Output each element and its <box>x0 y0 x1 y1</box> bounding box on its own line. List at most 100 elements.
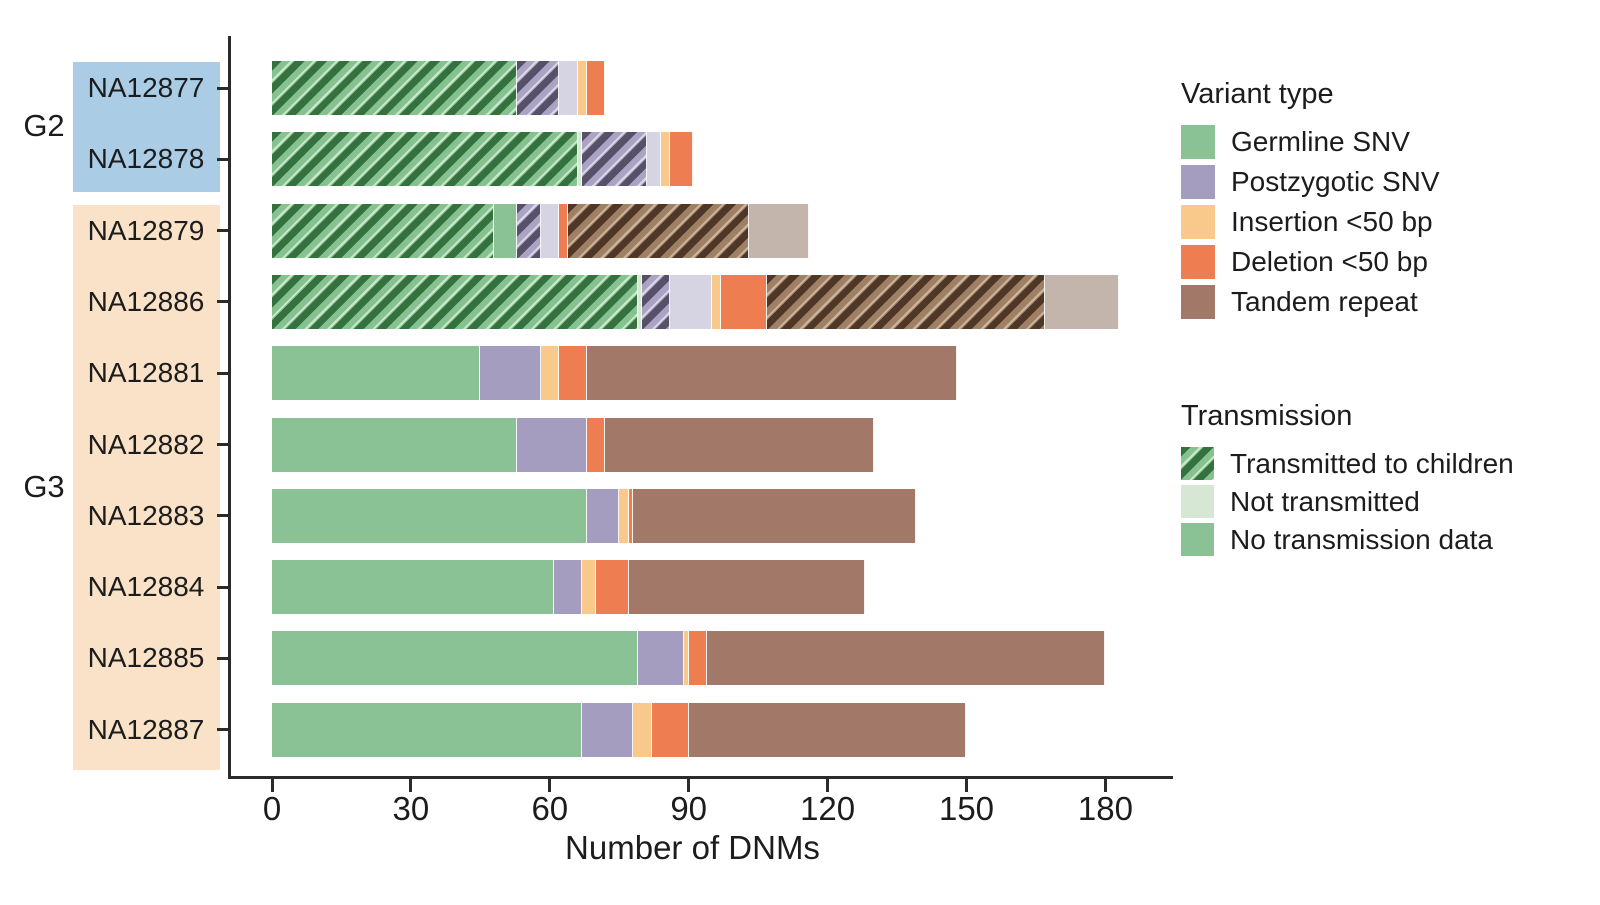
bar-segment-tandem <box>633 488 916 543</box>
legend-item: No transmission data <box>1181 523 1514 556</box>
bar-segment-tandem <box>688 702 967 757</box>
row-label: NA12877 <box>87 72 205 103</box>
legend-item: Germline SNV <box>1181 125 1440 159</box>
legend-swatch-tandem-nd <box>1181 285 1215 319</box>
bar-segment-postzygotic <box>647 132 661 187</box>
y-axis-tick <box>217 656 228 660</box>
row-label: NA12878 <box>87 143 205 175</box>
bar-segment-germline <box>637 274 643 329</box>
row-label: NA12884 <box>87 571 205 603</box>
bar-segment-deletion <box>628 488 634 543</box>
x-tick-label: 120 <box>800 790 856 827</box>
bar-segment-deletion <box>559 203 569 258</box>
legend-item-label: Germline SNV <box>1231 126 1410 157</box>
legend-item: Insertion <50 bp <box>1181 205 1440 239</box>
bar-segment-tandem <box>748 203 810 258</box>
bar-segment-tandem <box>767 274 1046 329</box>
x-tick-label: 60 <box>531 790 569 827</box>
bar-segment-germline <box>272 203 495 258</box>
bar-segment-tandem <box>586 346 958 401</box>
x-axis-tick <box>548 779 552 792</box>
bar-segment-insertion <box>582 560 597 615</box>
legend-swatch-germline-nd <box>1181 523 1214 556</box>
x-tick-label: 0 <box>262 790 282 827</box>
bar-segment-insertion <box>577 61 587 115</box>
x-axis-tick <box>1103 779 1107 792</box>
x-axis-tick <box>409 779 413 792</box>
bar-segment-tandem <box>568 203 749 258</box>
bar-segment-germline <box>494 203 518 258</box>
bar-segment-insertion <box>619 488 629 543</box>
row-label: NA12882 <box>87 428 205 460</box>
bar-segment-deletion <box>651 702 689 757</box>
row-label: NA12881 <box>87 357 205 389</box>
group-label-g2: G2 <box>23 108 65 143</box>
legend-variant-type: Variant type Germline SNV Postzygotic SNV… <box>1181 78 1440 325</box>
group-box-g3 <box>73 205 220 770</box>
row-label: NA12887 <box>87 713 205 745</box>
y-axis-tick <box>217 300 228 304</box>
y-axis-tick <box>217 157 228 161</box>
bar-segment-insertion <box>660 132 671 187</box>
x-tick-label: 90 <box>670 790 708 827</box>
x-tick-label: 150 <box>938 790 995 827</box>
bar-segment-germline <box>272 346 481 401</box>
group-label-g3: G3 <box>23 468 65 504</box>
x-axis-tick <box>270 779 274 792</box>
y-axis-tick <box>217 443 228 446</box>
legend-item-label: Insertion <50 bp <box>1231 206 1433 237</box>
x-axis-title: Number of DNMs <box>565 829 820 866</box>
legend-swatch-germline-t <box>1181 447 1214 480</box>
legend-item: Transmitted to children <box>1181 447 1514 480</box>
y-axis-tick <box>217 585 228 589</box>
bar-segment-insertion <box>540 346 560 401</box>
bar-segment-postzygotic <box>582 702 634 757</box>
legend-transmission: Transmission Transmitted to children Not … <box>1181 400 1514 561</box>
legend-transmission-items: Transmitted to children Not transmitted No… <box>1181 447 1514 556</box>
legend-item: Deletion <50 bp <box>1181 245 1440 279</box>
legend-item-label: Deletion <50 bp <box>1231 246 1428 277</box>
row-label: NA12885 <box>87 642 205 674</box>
bar-segment-postzygotic <box>480 346 541 401</box>
group-box-g2 <box>73 62 220 192</box>
y-axis-line <box>228 36 231 779</box>
y-axis-tick <box>217 514 228 518</box>
bar-segment-deletion <box>721 274 768 329</box>
bar-segment-insertion <box>633 702 652 757</box>
bar-segment-germline <box>272 132 578 187</box>
legend-swatch-germline-nd <box>1181 125 1215 159</box>
bar-segment-germline <box>272 61 518 115</box>
legend-swatch-postzygotic-nd <box>1181 165 1215 199</box>
bar-segment-postzygotic <box>554 560 583 615</box>
bar-segment-insertion <box>711 274 722 329</box>
legend-swatch-insertion-nd <box>1181 205 1215 239</box>
legend-item-label: No transmission data <box>1230 523 1494 555</box>
bar-segment-postzygotic <box>582 132 648 187</box>
x-axis-tick <box>826 779 830 792</box>
bar-segment-germline <box>272 488 587 543</box>
row-label: NA12886 <box>87 285 205 317</box>
bar-segment-deletion <box>586 61 606 115</box>
bar-segment-germline <box>272 417 518 472</box>
legend-item-label: Transmitted to children <box>1230 447 1514 479</box>
bar-segment-deletion <box>596 560 629 615</box>
bar-segment-postzygotic <box>637 631 685 686</box>
bar-segment-tandem <box>605 417 874 472</box>
bar-segment-deletion <box>688 631 708 686</box>
bar-segment-postzygotic <box>517 417 587 472</box>
legend-transmission-title: Transmission <box>1181 400 1353 432</box>
bar-segment-postzygotic <box>559 61 578 115</box>
legend-swatch-germline-nt <box>1181 485 1214 518</box>
bar-segment-postzygotic <box>540 203 560 258</box>
legend-item-label: Postzygotic SNV <box>1231 166 1440 197</box>
x-axis-tick <box>687 779 691 792</box>
bar-segment-deletion <box>559 346 587 401</box>
row-label: NA12883 <box>87 499 205 531</box>
bar-segment-germline <box>272 631 638 686</box>
bar-segment-germline <box>272 560 555 615</box>
y-axis-tick <box>217 728 228 732</box>
legend-item: Tandem repeat <box>1181 285 1440 319</box>
legend-item-label: Tandem repeat <box>1231 286 1418 317</box>
